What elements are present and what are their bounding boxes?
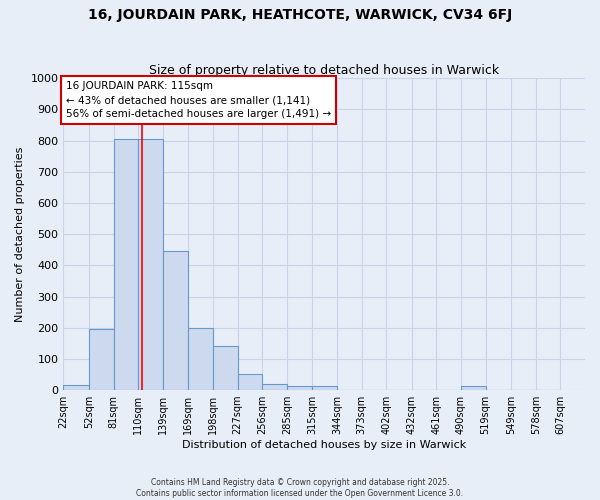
Bar [138,139,163,390]
X-axis label: Distribution of detached houses by size in Warwick: Distribution of detached houses by size … [182,440,466,450]
Bar [64,386,89,390]
Y-axis label: Number of detached properties: Number of detached properties [15,146,25,322]
Bar [188,328,213,390]
Text: 16, JOURDAIN PARK, HEATHCOTE, WARWICK, CV34 6FJ: 16, JOURDAIN PARK, HEATHCOTE, WARWICK, C… [88,8,512,22]
Bar [113,139,138,390]
Bar [461,386,485,390]
Text: 16 JOURDAIN PARK: 115sqm
← 43% of detached houses are smaller (1,141)
56% of sem: 16 JOURDAIN PARK: 115sqm ← 43% of detach… [66,82,331,120]
Text: Contains HM Land Registry data © Crown copyright and database right 2025.
Contai: Contains HM Land Registry data © Crown c… [136,478,464,498]
Bar [89,330,113,390]
Bar [262,384,287,390]
Bar [287,386,313,390]
Bar [213,346,238,390]
Bar [313,386,337,390]
Bar [163,252,188,390]
Bar [238,374,262,390]
Title: Size of property relative to detached houses in Warwick: Size of property relative to detached ho… [149,64,499,77]
